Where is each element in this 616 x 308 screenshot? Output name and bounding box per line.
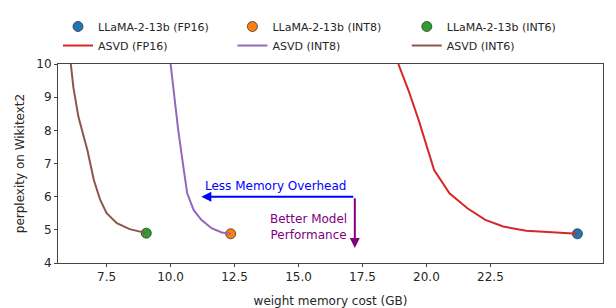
- svg-text:ASVD (FP16): ASVD (FP16): [98, 40, 168, 53]
- svg-text:ASVD (INT6): ASVD (INT6): [447, 40, 515, 53]
- svg-text:7.5: 7.5: [97, 270, 116, 284]
- svg-text:8: 8: [44, 124, 52, 138]
- svg-text:17.5: 17.5: [349, 270, 376, 284]
- svg-text:LLaMA-2-13b (INT6): LLaMA-2-13b (INT6): [447, 21, 556, 34]
- svg-text:Better ModelPerformance: Better ModelPerformance: [270, 212, 347, 242]
- svg-text:perplexity on Wikitext2: perplexity on Wikitext2: [13, 94, 27, 233]
- svg-text:ASVD (INT8): ASVD (INT8): [272, 40, 340, 53]
- svg-text:9: 9: [44, 90, 52, 104]
- svg-text:12.5: 12.5: [221, 270, 248, 284]
- svg-text:5: 5: [44, 223, 52, 237]
- svg-text:20.0: 20.0: [413, 270, 440, 284]
- svg-text:LLaMA-2-13b (INT8): LLaMA-2-13b (INT8): [272, 21, 381, 34]
- svg-text:Less Memory Overhead: Less Memory Overhead: [205, 179, 346, 193]
- svg-text:7: 7: [44, 157, 52, 171]
- svg-text:10: 10: [36, 57, 51, 71]
- svg-text:weight memory cost (GB): weight memory cost (GB): [254, 294, 408, 308]
- svg-text:22.5: 22.5: [477, 270, 504, 284]
- svg-text:4: 4: [44, 256, 52, 270]
- svg-text:10.0: 10.0: [157, 270, 184, 284]
- svg-text:15.0: 15.0: [285, 270, 312, 284]
- svg-text:LLaMA-2-13b (FP16): LLaMA-2-13b (FP16): [98, 21, 209, 34]
- svg-text:6: 6: [44, 190, 52, 204]
